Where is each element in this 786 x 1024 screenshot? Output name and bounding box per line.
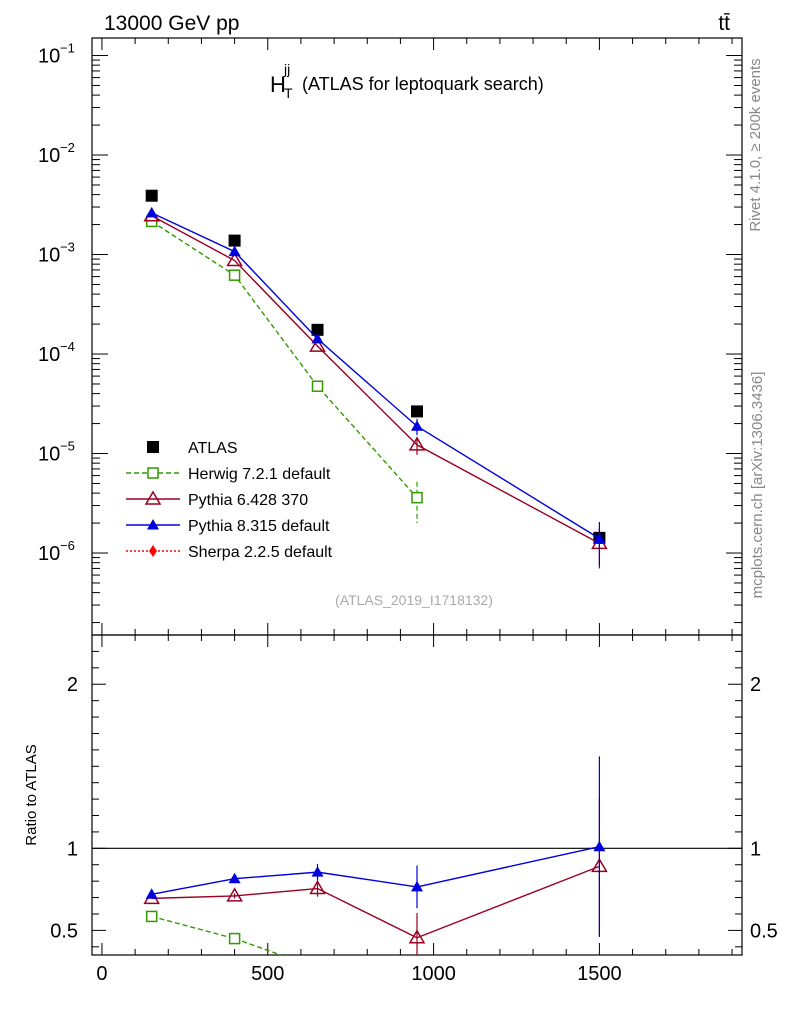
atlas-main-point (311, 323, 324, 336)
y-tick-label: 10 (38, 145, 60, 167)
ratio-y-tick-label: 2 (67, 674, 78, 696)
herwig-7-2-1-default-main-point (228, 269, 241, 281)
y-tick-label-exponent: −5 (60, 439, 75, 454)
ratio-y-tick-label: 0.5 (50, 920, 78, 942)
ratio-y-tick-label: 2 (750, 674, 761, 696)
ratio-y-tick-label: 1 (67, 838, 78, 860)
herwig-7-2-1-default-ratio-point (145, 910, 158, 923)
y-tick-label-exponent: −2 (60, 140, 75, 155)
pythia-6-428-370-ratio-point (226, 887, 243, 902)
y-tick-label: 10 (38, 344, 60, 366)
pythia-8-315-default-main-point (411, 420, 423, 431)
pythia-6-428-370-main-line (151, 215, 600, 544)
herwig-7-2-1-default-main-point (411, 491, 423, 504)
legend-marker-sherpa-2-2-5-default (149, 545, 157, 557)
legend-marker-herwig-7-2-1-default (147, 467, 159, 479)
pythia-8-315-default-main-line (151, 212, 600, 540)
pythia-6-428-370-ratio-point (408, 929, 426, 944)
pythia-8-315-default-main-point (593, 532, 606, 543)
analysis-tag: (ATLAS_2019_I1718132) (335, 592, 493, 608)
atlas-main-point (228, 234, 241, 247)
legend-marker-pythia-8-315-default (147, 519, 159, 530)
pythia-8-315-default-ratio-point (228, 872, 241, 884)
rivet-version-label: Rivet 4.1.0, ≥ 200k events (747, 58, 764, 231)
header-process-label: tt̄ (718, 12, 730, 35)
y-tick-label: 10 (38, 245, 60, 267)
legend-marker-pythia-6-428-370 (144, 490, 162, 505)
pythia-8-315-default-main-point (228, 245, 241, 257)
y-tick-label-exponent: −6 (60, 538, 75, 553)
herwig-7-2-1-default-ratio-line (234, 937, 281, 956)
ratio-y-tick-label: 0.5 (750, 920, 778, 942)
header-energy-label: 13000 GeV pp (104, 12, 239, 35)
legend-marker-atlas (147, 441, 159, 453)
y-tick-label-exponent: −4 (60, 339, 75, 354)
pythia-8-315-default-ratio-point (411, 880, 423, 892)
pythia-6-428-370-ratio-line (151, 895, 235, 900)
pythia-6-428-370-main-point (226, 252, 243, 267)
title-superscript: jj (283, 61, 290, 77)
pythia-6-428-370-ratio-line (317, 887, 418, 939)
main-series-layer (143, 189, 608, 569)
x-tick-label: 0 (96, 963, 107, 985)
y-tick-label: 10 (38, 46, 60, 68)
x-tick-label: 500 (251, 963, 284, 985)
herwig-7-2-1-default-main-point (311, 380, 324, 392)
legend-label-sherpa-2-2-5-default: Sherpa 2.2.5 default (188, 544, 333, 561)
ratio-y-tick-label: 1 (750, 838, 761, 860)
legend-label-herwig-7-2-1-default: Herwig 7.2.1 default (188, 466, 331, 483)
herwig-7-2-1-default-ratio-point (228, 932, 241, 945)
pythia-6-428-370-main-point (408, 436, 426, 451)
x-tick-label: 1000 (411, 963, 456, 985)
herwig-7-2-1-default-ratio-line (151, 915, 235, 940)
pythia-8-315-default-main-point (311, 332, 324, 344)
legend: ATLAS Herwig 7.2.1 default Pythia 6.428 37… (126, 440, 333, 561)
y-tick-label-exponent: −1 (60, 41, 75, 56)
legend-label-pythia-6-428-370: Pythia 6.428 370 (188, 492, 308, 509)
herwig-7-2-1-default-main-line (151, 220, 418, 499)
pythia-6-428-370-ratio-point (309, 880, 326, 895)
pythia-8-315-default-ratio-point (311, 866, 324, 877)
mcplots-label: mcplots.cern.ch [arXiv:1306.3436] (749, 372, 766, 599)
pythia-8-315-default-ratio-line (416, 846, 600, 888)
title-symbol: H (270, 72, 286, 97)
pythia-8-315-default-main-point (145, 206, 158, 218)
atlas-main-point (411, 405, 423, 418)
title-subscript: T (284, 85, 293, 101)
ratio-series-layer (143, 756, 608, 956)
y-tick-label: 10 (38, 444, 60, 466)
legend-label-atlas: ATLAS (188, 440, 238, 457)
ratio-axis-label: Ratio to ATLAS (23, 744, 40, 845)
pythia-6-428-370-ratio-line (234, 887, 318, 897)
pythia-8-315-default-ratio-line (151, 878, 235, 895)
pythia-8-315-default-ratio-line (317, 871, 418, 888)
y-tick-label-exponent: −3 (60, 240, 75, 255)
plot-title: H jj T (ATLAS for leptoquark search) (270, 61, 544, 101)
pythia-8-315-default-ratio-point (145, 888, 158, 899)
legend-label-pythia-8-315-default: Pythia 8.315 default (188, 518, 330, 535)
y-tick-label: 10 (38, 543, 60, 565)
title-description: (ATLAS for leptoquark search) (302, 74, 544, 94)
pythia-8-315-default-ratio-line (234, 871, 318, 880)
atlas-main-point (145, 189, 158, 202)
pythia-8-315-default-ratio-point (593, 840, 606, 852)
pythia-6-428-370-main-point (309, 337, 326, 352)
pythia-6-428-370-ratio-line (416, 865, 600, 939)
x-tick-label: 1500 (577, 963, 622, 985)
